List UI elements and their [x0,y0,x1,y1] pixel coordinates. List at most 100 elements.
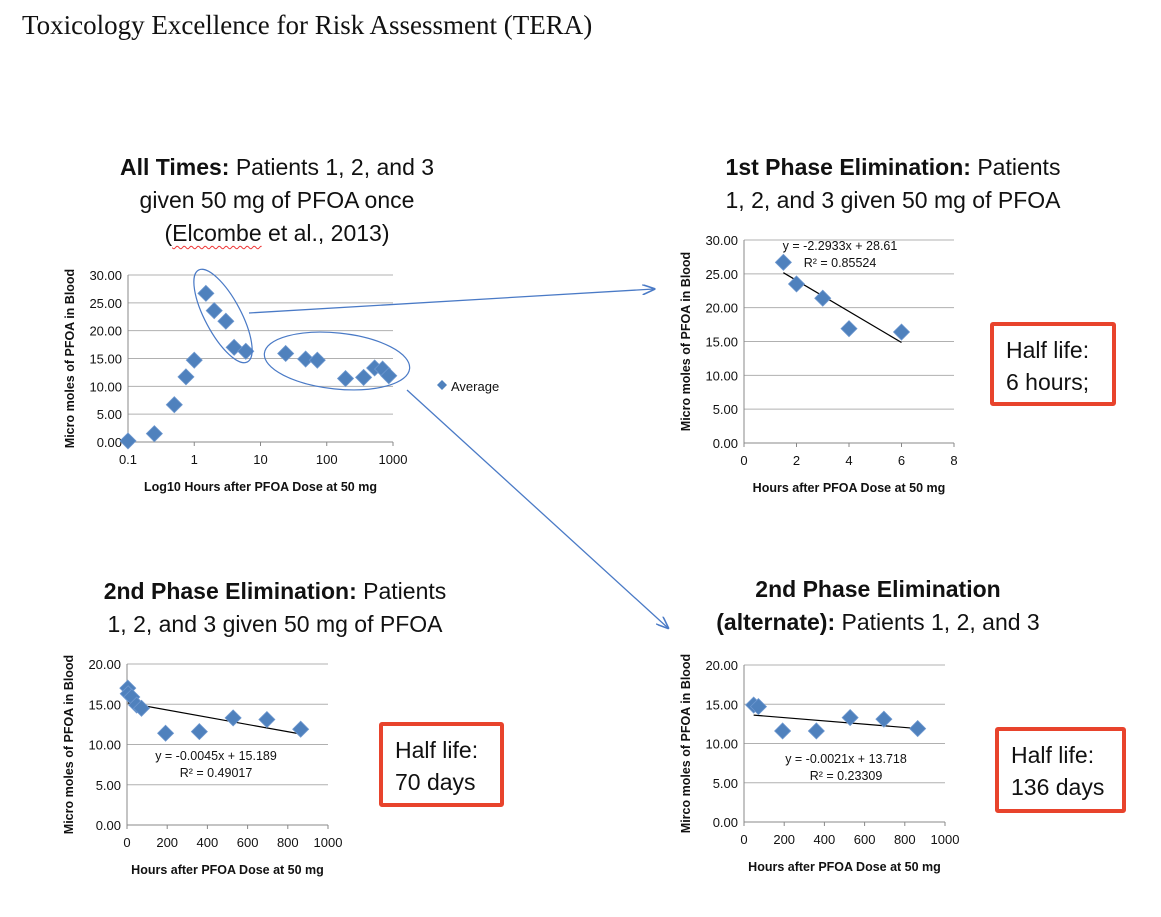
x-tick-label: 1 [191,452,198,467]
y-tick-label: 15.00 [705,697,738,712]
arrow-to-phase1 [248,289,654,314]
data-point [875,710,893,728]
trendline [127,702,301,735]
y-tick-label: 15.00 [89,352,122,367]
x-tick-label: 200 [156,835,178,850]
highlight-ellipse-phase2 [263,331,411,391]
x-tick-label: 800 [277,835,299,850]
y-tick-label: 10.00 [89,379,122,394]
x-axis-label: Hours after PFOA Dose at 50 mg [748,860,941,874]
data-point [774,253,792,271]
x-tick-label: 4 [845,453,852,468]
data-point [841,709,859,727]
trendline-equation: y = -0.0045x + 15.189 [155,749,277,763]
chart-title-2nd-phase: 2nd Phase Elimination: Patients 1, 2, an… [65,575,485,641]
x-axis-label: Log10 Hours after PFOA Dose at 50 mg [144,480,377,494]
data-point [205,302,223,320]
data-point [749,698,768,716]
chart-2: 0.00 5.00 10.00 15.00 20.00 25.00 30.00 0 2 4 6 8 Ho… [679,233,958,495]
x-tick-label: 1000 [931,832,960,847]
x-tick-label: 0.1 [119,452,137,467]
x-tick-label: 10 [253,452,267,467]
data-point [892,323,911,341]
y-tick-label: 20.00 [705,658,738,673]
x-axis-label: Hours after PFOA Dose at 50 mg [753,481,946,495]
y-axis-label: Micro moles of PFOA in Blood [62,655,76,834]
y-tick-label: 5.00 [97,407,122,422]
highlight-ellipse-phase1 [193,268,253,364]
data-point [814,289,832,307]
x-tick-label: 6 [898,453,905,468]
trendline-equation: y = -2.2933x + 28.61 [783,239,898,253]
r-squared: R² = 0.85524 [804,256,877,270]
x-tick-label: 1000 [379,452,408,467]
x-tick-label: 0 [740,832,747,847]
data-point [258,710,276,729]
chart-1: 0.00 5.00 10.00 15.00 20.00 25.00 30.00 0.1 1 10 1… [63,268,499,494]
data-point [197,284,215,302]
title-rest: Patients [356,578,447,604]
y-tick-label: 20.00 [88,657,121,672]
half-life-label: Half life: [1011,742,1095,768]
chart-3: 0.00 5.00 10.00 15.00 20.00 0 200 400 600 800 1000… [62,655,342,877]
x-tick-label: 100 [316,452,338,467]
y-tick-label: 0.00 [96,818,121,833]
title-paren: ( [164,220,173,246]
y-tick-label: 0.00 [713,436,738,451]
trendline [753,714,918,730]
title-bold: 2nd Phase Elimination: [103,578,357,604]
data-point [185,351,203,369]
half-life-box-1: Half life: 6 hours; [990,322,1116,406]
x-tick-label: 600 [854,832,876,847]
chart-title-2nd-phase-alt: 2nd Phase Elimination (alternate): Patie… [668,573,1088,639]
data-point [336,369,355,388]
x-tick-label: 0 [740,453,747,468]
title-bold: All Times: [119,154,230,180]
data-point [840,320,858,338]
y-axis-label: Micro moles of PFOA in Blood [63,269,77,448]
y-tick-label: 20.00 [89,324,122,339]
data-point [157,724,175,742]
y-tick-label: 25.00 [89,296,122,311]
y-tick-label: 30.00 [89,268,122,283]
data-point [224,709,242,727]
x-tick-label: 400 [197,835,219,850]
data-point [297,350,315,368]
y-tick-label: 10.00 [88,738,121,753]
y-tick-label: 10.00 [705,368,738,383]
half-life-value: 136 days [1011,774,1105,800]
data-point [132,699,151,717]
data-point [145,425,163,443]
half-life-label: Half life: [395,737,479,763]
data-point [807,722,825,740]
data-point [787,275,806,293]
half-life-box-3: Half life: 136 days [995,727,1126,813]
half-life-box-2: Half life: 70 days [379,722,504,807]
chart-title-1st-phase: 1st Phase Elimination: Patients 1, 2, an… [683,151,1103,217]
data-point [217,312,235,330]
y-tick-label: 5.00 [713,402,738,417]
data-point [355,368,373,386]
title-line2: given 50 mg of PFOA once [139,187,415,213]
y-tick-label: 15.00 [88,697,121,712]
data-point [909,720,927,738]
y-tick-label: 15.00 [705,335,738,350]
y-tick-label: 0.00 [713,815,738,830]
title-rest: Patients 1, 2, and 3 [835,609,1040,635]
data-point [380,367,398,385]
data-point [165,396,183,414]
x-tick-label: 400 [814,832,836,847]
legend-label: Average [451,379,499,394]
title-line2: 1, 2, and 3 given 50 mg of PFOA [725,187,1061,213]
x-tick-label: 8 [950,453,957,468]
chart-4: 0.00 5.00 10.00 15.00 20.00 0 200 400 600 800 1000… [679,654,959,874]
y-axis-label: Micro moles of PFOA in Blood [679,252,693,431]
chart-title-all-times: All Times: Patients 1, 2, and 3 given 50… [77,151,477,250]
y-tick-label: 25.00 [705,267,738,282]
x-axis-label: Hours after PFOA Dose at 50 mg [131,863,324,877]
y-tick-label: 5.00 [96,778,121,793]
title-rest: Patients 1, 2, and 3 [229,154,435,180]
data-point [292,720,310,738]
